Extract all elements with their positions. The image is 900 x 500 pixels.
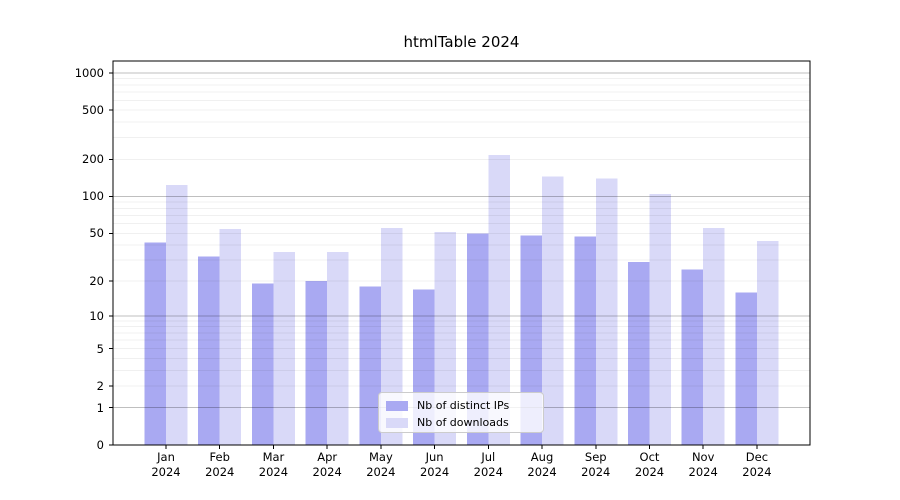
bar-downloads-mar <box>273 252 295 445</box>
y-tick-label-50: 50 <box>89 226 104 241</box>
bar-ips-jan <box>144 242 166 445</box>
y-tick-label-500: 500 <box>82 103 104 118</box>
legend-swatch-distinct-ips <box>386 400 408 411</box>
x-tick-label-jul: Jul 2024 <box>473 450 503 479</box>
x-tick-label-may: May 2024 <box>366 450 396 479</box>
bar-ips-apr <box>305 281 328 445</box>
legend-item-distinct-ips: Nb of distinct IPs <box>386 397 543 414</box>
y-tick-label-1: 1 <box>96 400 104 415</box>
y-tick-label-0: 0 <box>96 438 104 452</box>
y-tick-label-100: 100 <box>82 189 104 204</box>
y-tick-label-200: 200 <box>82 152 104 167</box>
bar-ips-feb <box>198 256 220 445</box>
y-tick-label-1000: 1000 <box>74 65 104 80</box>
y-tick-label-2: 2 <box>96 378 104 393</box>
bar-downloads-oct <box>649 193 671 445</box>
x-tick-label-jan: Jan 2024 <box>151 450 181 479</box>
chart-title: htmlTable 2024 <box>403 33 520 51</box>
bar-ips-sep <box>574 236 596 445</box>
x-tick-label-sep: Sep 2024 <box>581 450 611 479</box>
x-tick-label-apr: Apr 2024 <box>312 450 342 479</box>
bar-downloads-jul <box>488 154 510 446</box>
bar-downloads-dec <box>756 241 779 445</box>
bar-downloads-jan <box>166 184 188 445</box>
bar-downloads-aug <box>542 176 564 445</box>
bar-ips-nov <box>681 269 704 445</box>
legend: Nb of distinct IPs Nb of downloads <box>378 392 544 433</box>
bar-downloads-nov <box>703 228 725 445</box>
bar-downloads-may <box>380 228 403 445</box>
legend-item-downloads: Nb of downloads <box>386 414 543 431</box>
bar-downloads-jun <box>434 232 457 445</box>
x-tick-label-mar: Mar 2024 <box>258 450 289 479</box>
bar-downloads-apr <box>327 252 349 445</box>
bar-ips-dec <box>735 292 757 445</box>
legend-label-downloads: Nb of downloads <box>417 416 509 429</box>
legend-swatch-downloads <box>386 417 408 428</box>
bar-ips-oct <box>627 261 650 445</box>
legend-label-distinct-ips: Nb of distinct IPs <box>417 399 510 412</box>
bar-downloads-sep <box>595 178 618 445</box>
x-tick-label-oct: Oct 2024 <box>634 450 665 479</box>
bar-ips-may <box>359 286 381 445</box>
bar-downloads-feb <box>219 229 242 445</box>
plot-border <box>112 60 811 446</box>
bar-ips-mar <box>251 283 274 445</box>
x-tick-label-feb: Feb 2024 <box>205 450 235 479</box>
y-tick-label-10: 10 <box>89 308 104 323</box>
y-tick-label-5: 5 <box>96 341 104 356</box>
x-tick-label-aug: Aug 2024 <box>527 450 557 479</box>
x-tick-label-jun: Jun 2024 <box>419 450 450 479</box>
x-tick-label-nov: Nov 2024 <box>688 450 718 479</box>
x-tick-label-dec: Dec 2024 <box>742 450 772 479</box>
y-tick-label-20: 20 <box>89 274 104 289</box>
